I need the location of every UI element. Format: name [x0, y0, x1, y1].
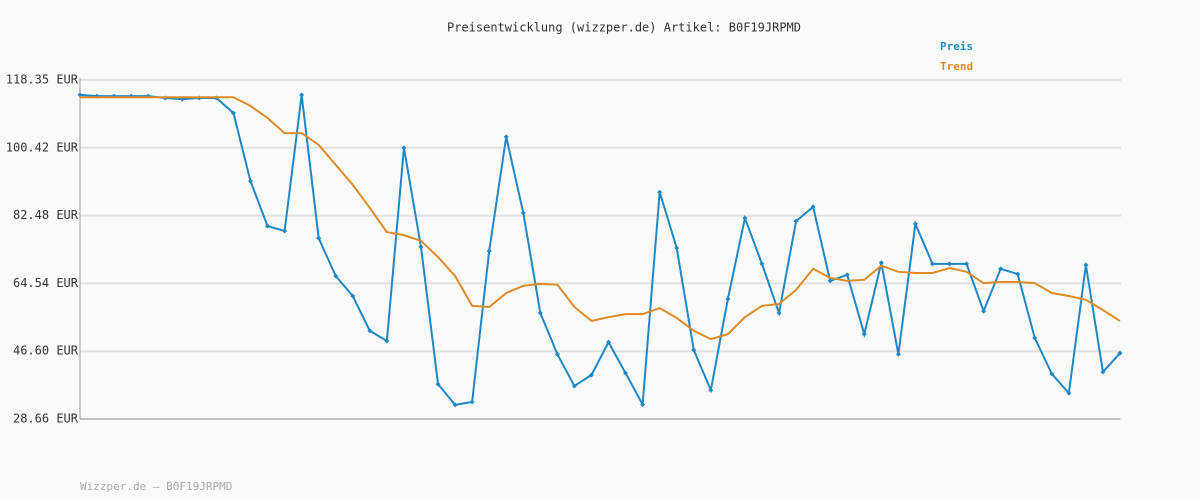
point-marker — [588, 372, 594, 378]
series-line — [80, 96, 1121, 341]
point-marker — [844, 272, 850, 278]
point-marker — [895, 351, 901, 357]
point-marker — [247, 178, 253, 184]
point-marker — [861, 331, 867, 337]
point-marker — [912, 221, 918, 227]
point-marker — [1049, 371, 1055, 377]
y-tick-label: 46.60 EUR — [13, 344, 79, 358]
point-marker — [77, 92, 83, 98]
point-marker — [793, 218, 799, 224]
point-marker — [230, 110, 236, 116]
point-marker — [657, 189, 663, 195]
point-marker — [316, 235, 322, 241]
point-marker — [674, 245, 680, 251]
point-marker — [503, 134, 509, 140]
point-marker — [537, 310, 543, 316]
point-marker — [810, 204, 816, 210]
point-marker — [691, 347, 697, 353]
point-marker — [929, 261, 935, 267]
point-marker — [333, 273, 339, 279]
point-marker — [998, 266, 1004, 272]
point-marker — [640, 401, 646, 407]
point-marker — [571, 383, 577, 389]
point-marker — [981, 308, 987, 314]
point-marker — [299, 92, 305, 98]
point-marker — [418, 244, 424, 250]
point-marker — [1083, 262, 1089, 268]
point-marker — [520, 210, 526, 216]
y-tick-label: 118.35 EUR — [6, 73, 79, 87]
point-marker — [1066, 390, 1072, 396]
point-marker — [708, 387, 714, 393]
point-marker — [282, 228, 288, 234]
point-marker — [350, 293, 356, 299]
point-marker — [606, 339, 612, 345]
y-tick-label: 28.66 EUR — [13, 412, 79, 426]
y-tick-label: 82.48 EUR — [13, 208, 79, 222]
footer: Wizzper.de – B0F19JRPMD — [80, 480, 232, 493]
point-marker — [964, 261, 970, 267]
point-marker — [827, 278, 833, 284]
legend-label: Trend — [940, 60, 973, 73]
point-marker — [759, 261, 765, 267]
point-marker — [435, 381, 441, 387]
legend-label: Preis — [940, 40, 973, 53]
point-marker — [265, 223, 271, 229]
y-tick-label: 100.42 EUR — [6, 140, 79, 154]
point-marker — [776, 310, 782, 316]
point-marker — [452, 402, 458, 408]
point-marker — [384, 338, 390, 344]
point-marker — [1117, 350, 1123, 356]
point-marker — [554, 351, 560, 357]
point-marker — [1032, 335, 1038, 341]
point-marker — [367, 328, 373, 334]
series-line — [79, 93, 1121, 408]
point-marker — [947, 261, 953, 267]
y-tick-label: 64.54 EUR — [13, 276, 79, 290]
point-marker — [878, 260, 884, 266]
point-marker — [401, 145, 407, 151]
chart-title: Preisentwicklung (wizzper.de) Artikel: B… — [447, 21, 801, 35]
point-marker — [1100, 369, 1106, 375]
point-marker — [469, 399, 475, 405]
point-marker — [742, 215, 748, 221]
point-marker — [623, 370, 629, 376]
point-marker — [725, 296, 731, 302]
point-marker — [1015, 271, 1021, 277]
point-marker — [486, 248, 492, 254]
